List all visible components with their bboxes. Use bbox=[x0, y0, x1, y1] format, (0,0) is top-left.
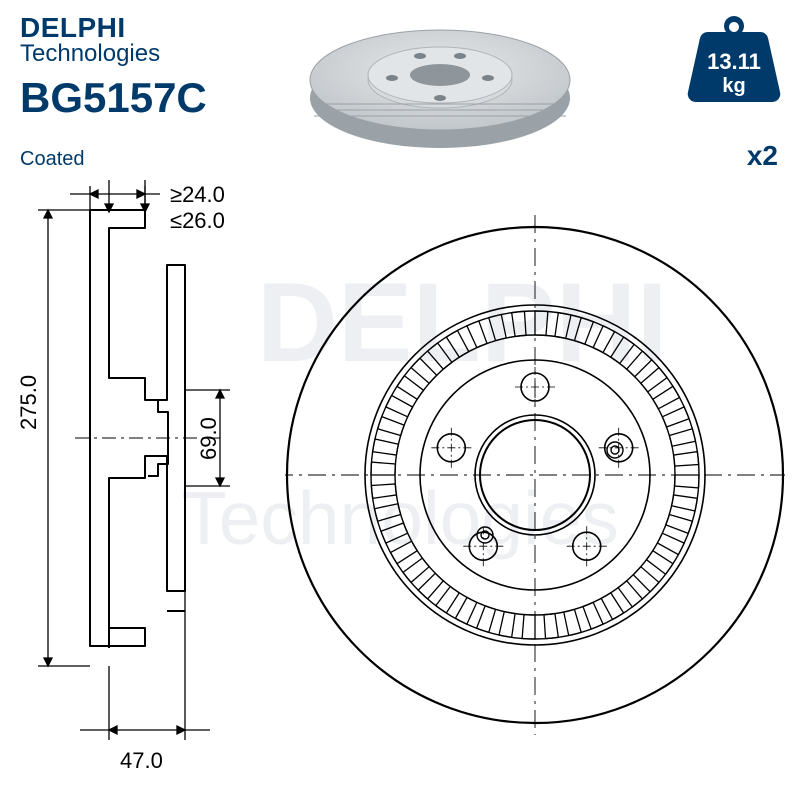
quantity-label: x2 bbox=[747, 140, 778, 172]
dim-offset: 47.0 bbox=[120, 748, 163, 774]
weight-value: 13.11 bbox=[707, 49, 761, 74]
dim-hub-bore: 69.0 bbox=[196, 417, 222, 460]
product-image bbox=[290, 8, 590, 163]
header: DELPHI Technologies BG5157C Coated 13.11… bbox=[0, 0, 800, 175]
side-section-drawing bbox=[20, 180, 280, 770]
dim-diameter: 275.0 bbox=[16, 375, 42, 430]
weight-badge: 13.11 kg bbox=[684, 14, 784, 104]
dim-min-thickness: ≥24.0 bbox=[170, 182, 225, 208]
dim-thickness: ≤26.0 bbox=[170, 208, 225, 234]
front-face-drawing bbox=[285, 195, 785, 755]
weight-unit: kg bbox=[722, 75, 745, 97]
brand-name: DELPHI bbox=[20, 12, 126, 43]
